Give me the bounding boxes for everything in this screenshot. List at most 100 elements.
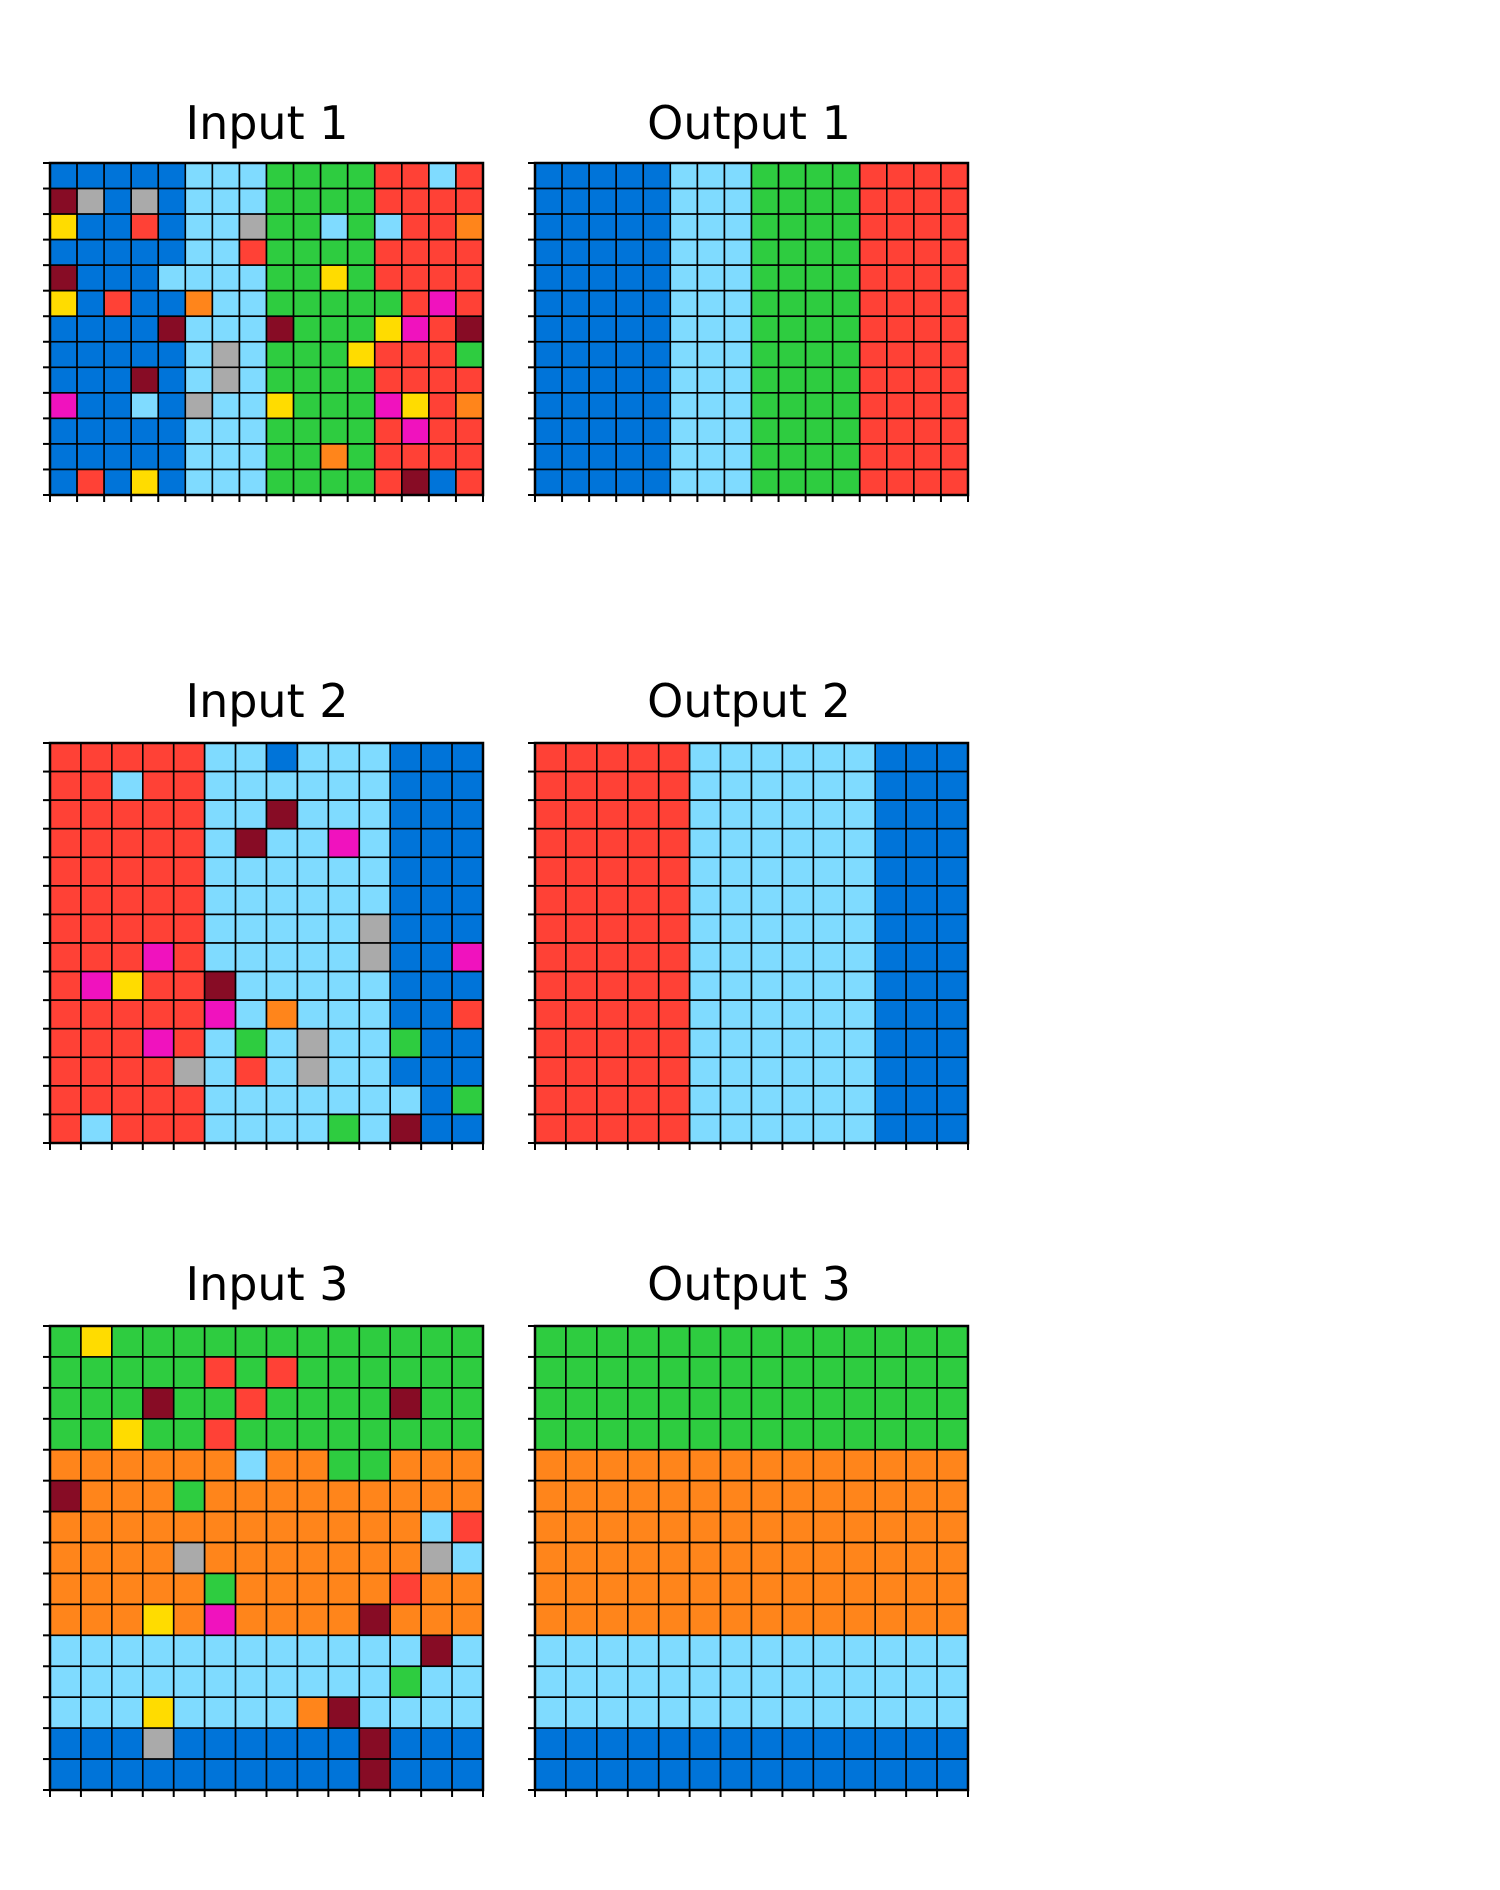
grid-cell — [858, 366, 888, 394]
grid-cell — [76, 366, 105, 394]
grid-cell — [234, 1085, 268, 1116]
grid-cell — [874, 1085, 907, 1116]
grid-cell — [49, 392, 78, 420]
grid-cell — [750, 913, 784, 944]
grid-cell — [750, 770, 784, 801]
grid-cell — [781, 856, 815, 887]
grid-cell — [777, 264, 807, 292]
grid-cell — [688, 1758, 722, 1791]
grid-cell — [534, 770, 567, 801]
grid-cell — [831, 392, 861, 420]
grid-cell — [184, 392, 214, 420]
grid-cell — [319, 289, 349, 318]
grid-cell — [723, 443, 753, 471]
grid-cell — [719, 799, 753, 830]
grid-cell — [626, 1696, 660, 1729]
grid-cell — [157, 213, 187, 241]
grid-cell — [451, 1113, 484, 1144]
grid-cell — [346, 264, 376, 292]
grid-cell — [234, 1572, 268, 1606]
grid-cell — [203, 770, 237, 801]
grid-cell — [103, 392, 132, 420]
grid-cell — [913, 315, 942, 343]
grid-cell — [905, 827, 938, 859]
grid-cell — [80, 770, 113, 801]
grid-cell — [358, 1325, 392, 1358]
grid-cell — [358, 799, 392, 830]
grid-cell — [886, 187, 915, 215]
grid-cell — [265, 392, 295, 420]
grid-cell — [777, 468, 807, 496]
grid-cell — [80, 999, 113, 1030]
grid-cell — [812, 885, 846, 916]
grid-cell — [843, 1085, 877, 1116]
grid-cell — [615, 340, 645, 369]
grid-cell — [234, 1356, 268, 1389]
grid-cell — [561, 443, 590, 471]
grid-cell — [455, 289, 484, 318]
grid-cell — [874, 1665, 907, 1699]
grid-cell — [886, 392, 915, 420]
grid-cell — [141, 1027, 175, 1059]
grid-cell — [234, 1056, 268, 1087]
grid-cell — [804, 340, 834, 369]
grid-cell — [234, 1665, 268, 1699]
grid-cell — [534, 1634, 567, 1668]
grid-cell — [211, 238, 241, 266]
grid-cell — [203, 1665, 237, 1699]
grid-cell — [657, 913, 691, 944]
grid-cell — [234, 885, 268, 916]
grid-cell — [719, 1387, 753, 1420]
grid-cell — [111, 942, 144, 973]
grid-cell — [141, 1418, 175, 1451]
grid-cell — [657, 827, 691, 859]
grid-cell — [596, 1356, 629, 1389]
grid-cell — [319, 213, 349, 241]
grid-cell — [49, 827, 82, 859]
grid-cell — [905, 770, 938, 801]
grid-cell — [172, 970, 206, 1001]
grid-cell — [750, 1418, 784, 1451]
grid-cell — [874, 1634, 907, 1668]
grid-cell — [420, 1056, 453, 1087]
grid-cell — [358, 1027, 392, 1059]
grid-cell — [596, 1056, 629, 1087]
grid-cell — [657, 1541, 691, 1575]
grid-cell — [750, 366, 780, 394]
grid-cell — [777, 443, 807, 471]
grid-cell — [111, 1387, 144, 1420]
grid-cell — [296, 999, 330, 1030]
grid-cell — [905, 742, 938, 773]
grid-cell — [750, 799, 784, 830]
grid-cell — [886, 213, 915, 241]
grid-cell — [913, 340, 942, 369]
grid-cell — [358, 970, 392, 1001]
grid-cell — [203, 1113, 237, 1144]
grid-cell — [234, 970, 268, 1001]
grid-cell — [905, 1448, 938, 1482]
grid-cell — [420, 1696, 453, 1729]
grid-cell — [265, 1634, 299, 1668]
grid-cell — [804, 213, 834, 241]
grid-cell — [401, 162, 430, 190]
grid-cell — [534, 1572, 567, 1606]
grid-cell — [296, 1027, 330, 1059]
grid-cell — [723, 468, 753, 496]
grid-cell — [103, 315, 132, 343]
grid-cell — [389, 1448, 422, 1482]
grid-cell — [211, 417, 241, 445]
grid-cell — [750, 1056, 784, 1087]
grid-cell — [723, 417, 753, 445]
grid-cell — [389, 1356, 422, 1389]
grid-cell — [455, 162, 484, 190]
grid-cell — [319, 468, 349, 496]
grid-cell — [451, 885, 484, 916]
grid-cell — [936, 1541, 969, 1575]
grid-cell — [389, 1541, 422, 1575]
grid-cell — [327, 799, 361, 830]
grid-cell — [642, 340, 672, 369]
grid-cell — [657, 1027, 691, 1059]
grid-cell — [719, 770, 753, 801]
grid-cell — [157, 443, 187, 471]
grid-cell — [319, 417, 349, 445]
